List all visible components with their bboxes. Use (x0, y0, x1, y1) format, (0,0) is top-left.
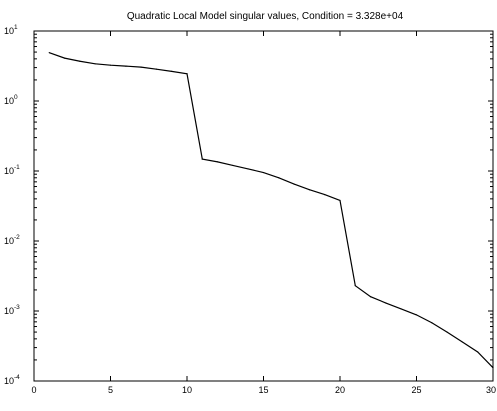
y-tick-label: 10-1 (4, 164, 20, 176)
series-layer (48, 52, 494, 369)
data-point (324, 194, 326, 196)
data-point (385, 302, 387, 304)
data-point (186, 73, 188, 75)
y-tick-label: 101 (4, 24, 18, 36)
data-point (446, 331, 448, 333)
x-tick-label: 0 (31, 385, 36, 395)
y-tick-label-base: 10 (4, 26, 14, 36)
data-point (232, 164, 234, 167)
data-point (109, 64, 112, 66)
data-point (400, 308, 402, 310)
data-point (48, 52, 50, 54)
x-tick-label: 30 (486, 385, 496, 395)
data-point (79, 60, 81, 62)
data-point (217, 161, 219, 163)
y-tick-label-exponent: -1 (14, 164, 20, 171)
chart-title: Quadratic Local Model singular values, C… (127, 11, 404, 22)
y-tick-label-base: 10 (4, 166, 14, 176)
x-tick-label: 25 (411, 385, 421, 395)
y-tick-label-base: 10 (4, 306, 14, 316)
x-tick-label: 20 (335, 385, 345, 395)
data-point (125, 65, 127, 67)
data-point (370, 296, 372, 298)
data-point (431, 322, 433, 324)
data-point (354, 285, 356, 287)
x-tick-label: 5 (108, 385, 113, 395)
y-tick-label: 10-4 (4, 374, 20, 386)
data-point (140, 66, 142, 68)
data-point (415, 314, 418, 316)
data-point (278, 177, 280, 179)
plot-area-frame (33, 30, 494, 382)
x-tick-label: 15 (258, 385, 268, 395)
data-point (308, 189, 310, 191)
data-point (293, 183, 295, 185)
y-tick-label: 10-2 (4, 234, 20, 246)
y-tick-label-exponent: -4 (14, 374, 20, 381)
y-tick-label-exponent: 0 (14, 94, 18, 101)
y-tick-label-exponent: -3 (14, 304, 20, 311)
data-point (155, 68, 157, 70)
data-point (247, 168, 249, 170)
y-tick-label: 10-3 (4, 304, 20, 316)
y-tick-label-base: 10 (4, 376, 14, 386)
data-point (339, 199, 341, 202)
y-tick-label-base: 10 (4, 96, 14, 106)
x-tick-label: 10 (182, 385, 192, 395)
data-point (262, 171, 265, 174)
y-tick-label: 100 (4, 94, 18, 106)
series-line (49, 52, 494, 369)
y-tick-label-exponent: 1 (14, 24, 18, 31)
data-point (201, 158, 203, 160)
y-tick-label-base: 10 (4, 236, 14, 246)
data-point (64, 57, 66, 59)
data-point (461, 341, 463, 343)
data-point (477, 351, 479, 353)
data-point (94, 63, 96, 65)
y-tick-label-exponent: -2 (14, 234, 20, 241)
data-point (171, 70, 173, 72)
